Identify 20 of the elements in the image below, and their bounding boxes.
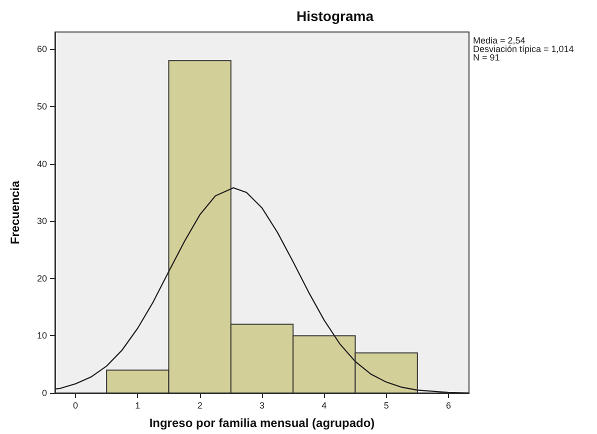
x-tick-label: 3: [259, 400, 265, 410]
text: Desviación típica = 1,014: [473, 44, 574, 54]
x-tick-label: 0: [73, 400, 78, 410]
y-tick-label: 10: [36, 330, 47, 341]
x-tick-label: 4: [322, 400, 327, 410]
x-tick-label: 6: [446, 400, 451, 410]
x-tick-label: 5: [384, 400, 389, 410]
y-axis-title: Frecuencia: [8, 180, 22, 244]
y-tick-label: 0: [42, 388, 47, 398]
y-tick-label: 30: [36, 216, 47, 226]
y-tick-label: 60: [36, 44, 47, 54]
x-tick-label: 2: [197, 400, 202, 410]
chart-title: Histograma: [296, 8, 374, 24]
x-tick-label: 1: [135, 400, 140, 410]
x-axis-title: Ingreso por familia mensual (agrupado): [149, 416, 375, 430]
text: Media = 2,54: [473, 36, 526, 46]
y-tick-label: 40: [36, 158, 47, 169]
y-tick-label: 50: [36, 101, 47, 112]
y-tick-label: 20: [36, 273, 47, 284]
text: N = 91: [473, 52, 500, 62]
